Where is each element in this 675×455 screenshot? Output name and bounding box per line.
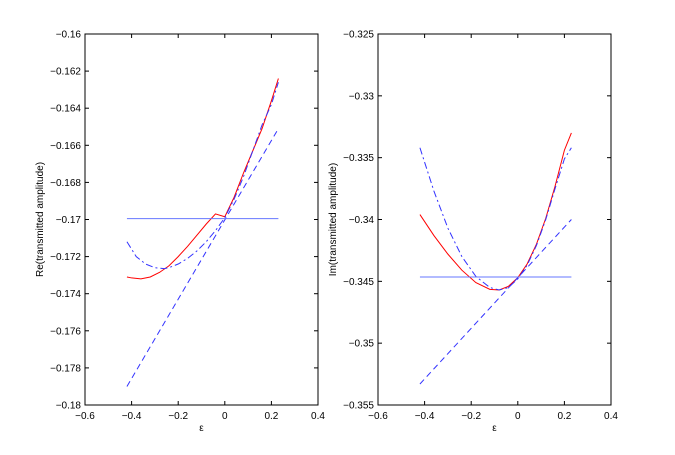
x-tick-label: 0.4 bbox=[311, 411, 325, 422]
series-group bbox=[419, 132, 572, 385]
y-tick-label: −0.174 bbox=[50, 289, 81, 300]
x-tick-label: −0.2 bbox=[461, 411, 481, 422]
x-tick-label: −0.6 bbox=[368, 411, 388, 422]
y-tick-label: −0.168 bbox=[50, 178, 81, 189]
x-tick-label: −0.2 bbox=[168, 411, 188, 422]
y-tick-label: −0.18 bbox=[56, 401, 82, 412]
y-tick-label: −0.335 bbox=[343, 153, 374, 164]
y-tick-label: −0.178 bbox=[50, 363, 81, 374]
y-tick-label: −0.176 bbox=[50, 326, 81, 337]
y-tick-label: −0.17 bbox=[56, 215, 82, 226]
x-tick-label: 0.2 bbox=[557, 411, 571, 422]
y-tick-label: −0.166 bbox=[50, 141, 81, 152]
series-line-dashed-blue bbox=[419, 219, 572, 385]
y-tick-label: −0.164 bbox=[50, 104, 81, 115]
x-tick-label: −0.6 bbox=[75, 411, 95, 422]
series-line-dash-dot-blue bbox=[419, 147, 572, 291]
series-line-dash-dot-blue bbox=[126, 82, 279, 270]
x-tick-label: −0.4 bbox=[415, 411, 435, 422]
y-axis-label: Re(transmitted amplitude) bbox=[35, 162, 46, 277]
chart-panel-1: −0.6 −0.4 −0.2 0 0.2 0.4 −0.18 −0.178 −0.176 −0.1… bbox=[35, 30, 325, 435]
x-tick-label: 0 bbox=[222, 411, 228, 422]
series-line-solid-red bbox=[419, 132, 572, 291]
x-tick-label: 0.4 bbox=[604, 411, 618, 422]
series-group bbox=[126, 78, 279, 387]
x-tick-label: −0.4 bbox=[122, 411, 142, 422]
y-tick-label: −0.355 bbox=[343, 401, 374, 412]
y-tick-label: −0.325 bbox=[343, 30, 374, 41]
y-tick-label: −0.35 bbox=[349, 339, 375, 350]
y-tick-label: −0.172 bbox=[50, 252, 81, 263]
y-tick-label: −0.345 bbox=[343, 277, 374, 288]
x-tick-label: 0 bbox=[515, 411, 521, 422]
y-axis-label: Im(transmitted amplitude) bbox=[328, 163, 339, 276]
y-tick-label: −0.34 bbox=[349, 215, 375, 226]
x-axis-label: ε bbox=[199, 423, 204, 434]
y-tick-label: −0.162 bbox=[50, 67, 81, 78]
x-axis-label: ε bbox=[492, 423, 497, 434]
y-tick-label: −0.16 bbox=[56, 30, 82, 41]
y-tick-label: −0.33 bbox=[349, 91, 375, 102]
x-tick-label: 0.2 bbox=[264, 411, 278, 422]
chart-panel-2: −0.6 −0.4 −0.2 0 0.2 0.4 −0.355 −0.35 −0.345 −0.3… bbox=[328, 30, 618, 435]
